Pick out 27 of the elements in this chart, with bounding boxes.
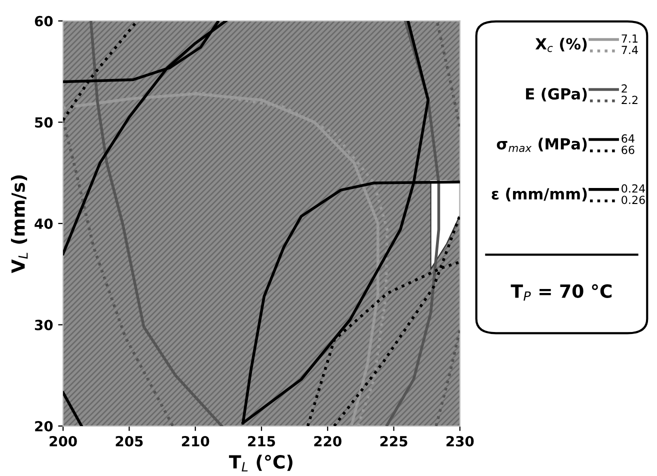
text: σ$_{max}$ (MPa) [496,138,587,152]
y-axis-title: V$_{L}$ (mm/s) [10,175,28,274]
x-tick-label: 230 [446,436,474,446]
x-tick-label: 210 [182,436,210,446]
x-tick-label: 200 [50,436,77,446]
x-axis-title: T$_{L}$ (°C) [228,454,292,472]
text: X$_{c}$ (%) [535,38,587,52]
legend-label: 7.4 [622,46,638,54]
legend-label: 7.1 [622,34,638,43]
text: T$_{P}$ = 70 °C [510,284,612,301]
y-tick-label: 30 [34,320,53,330]
y-tick-label: 40 [34,218,53,229]
text: E (GPa) [526,88,587,102]
x-tick-label: 215 [248,436,276,446]
y-tick-label: 50 [35,117,53,128]
x-tick-label: 220 [314,436,342,446]
x-tick-label: 205 [116,436,143,446]
legend-label: 0.26 [622,196,645,204]
legend-label: 64 [622,134,634,143]
legend-label: 2.2 [622,96,638,104]
y-tick-label: 60 [34,16,53,26]
legend-label: 66 [622,146,634,154]
legend-label: 0.24 [622,184,645,193]
legend-label: 2 [622,84,627,93]
text: ε (mm/mm) [492,188,587,202]
x-tick-label: 225 [380,436,408,446]
y-tick-label: 20 [35,420,53,432]
